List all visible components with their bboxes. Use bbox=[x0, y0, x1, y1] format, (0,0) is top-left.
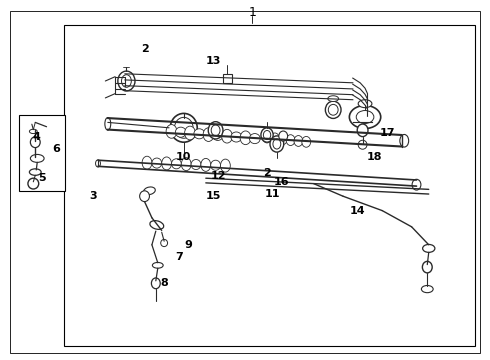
Ellipse shape bbox=[358, 140, 367, 149]
Text: 12: 12 bbox=[210, 171, 226, 181]
Ellipse shape bbox=[201, 158, 211, 171]
Ellipse shape bbox=[166, 125, 177, 138]
Ellipse shape bbox=[357, 124, 368, 136]
Text: 2: 2 bbox=[263, 168, 271, 178]
Text: 15: 15 bbox=[205, 191, 221, 201]
Ellipse shape bbox=[270, 136, 284, 152]
Text: 10: 10 bbox=[176, 152, 192, 162]
Ellipse shape bbox=[171, 113, 197, 142]
Ellipse shape bbox=[28, 178, 39, 189]
Circle shape bbox=[349, 105, 381, 129]
Ellipse shape bbox=[279, 131, 288, 141]
Text: 11: 11 bbox=[264, 189, 280, 199]
Ellipse shape bbox=[185, 126, 196, 140]
Ellipse shape bbox=[278, 134, 287, 145]
Ellipse shape bbox=[261, 128, 273, 142]
Text: 9: 9 bbox=[185, 240, 193, 250]
Ellipse shape bbox=[152, 262, 163, 268]
Ellipse shape bbox=[422, 244, 435, 252]
Bar bbox=[223, 74, 232, 83]
Text: 18: 18 bbox=[367, 152, 383, 162]
Ellipse shape bbox=[286, 135, 295, 145]
Text: 3: 3 bbox=[89, 191, 97, 201]
Text: 7: 7 bbox=[175, 252, 183, 262]
Ellipse shape bbox=[203, 128, 214, 141]
Text: 4: 4 bbox=[33, 132, 41, 142]
Ellipse shape bbox=[221, 129, 232, 143]
Ellipse shape bbox=[144, 187, 155, 195]
Text: 2: 2 bbox=[141, 44, 148, 54]
Ellipse shape bbox=[152, 158, 162, 168]
Ellipse shape bbox=[122, 75, 131, 87]
Ellipse shape bbox=[328, 104, 338, 115]
Ellipse shape bbox=[105, 117, 111, 130]
Ellipse shape bbox=[211, 125, 220, 136]
Ellipse shape bbox=[161, 239, 168, 247]
Ellipse shape bbox=[142, 156, 152, 169]
Ellipse shape bbox=[29, 129, 37, 134]
Text: 17: 17 bbox=[379, 128, 395, 138]
Ellipse shape bbox=[172, 159, 181, 169]
Ellipse shape bbox=[175, 127, 186, 137]
Ellipse shape bbox=[294, 136, 303, 147]
Ellipse shape bbox=[212, 130, 223, 140]
Ellipse shape bbox=[358, 100, 372, 108]
Ellipse shape bbox=[412, 179, 421, 190]
Ellipse shape bbox=[118, 71, 135, 91]
Text: 6: 6 bbox=[52, 144, 60, 154]
Ellipse shape bbox=[249, 134, 260, 144]
Ellipse shape bbox=[264, 130, 271, 139]
Ellipse shape bbox=[162, 157, 172, 170]
Ellipse shape bbox=[30, 137, 40, 148]
Text: 14: 14 bbox=[350, 206, 366, 216]
Ellipse shape bbox=[174, 117, 193, 138]
Ellipse shape bbox=[150, 221, 164, 229]
Ellipse shape bbox=[421, 285, 433, 293]
Text: 1: 1 bbox=[248, 6, 256, 19]
Ellipse shape bbox=[273, 139, 281, 149]
Bar bbox=[19, 115, 65, 191]
Ellipse shape bbox=[422, 261, 432, 273]
Ellipse shape bbox=[231, 132, 242, 142]
Text: 5: 5 bbox=[38, 173, 46, 183]
Ellipse shape bbox=[220, 159, 230, 172]
Text: 13: 13 bbox=[205, 56, 221, 66]
Text: 16: 16 bbox=[274, 177, 290, 187]
Ellipse shape bbox=[194, 129, 205, 139]
Ellipse shape bbox=[211, 160, 220, 170]
Ellipse shape bbox=[270, 133, 279, 144]
Ellipse shape bbox=[191, 159, 201, 170]
Circle shape bbox=[356, 111, 374, 123]
Bar bbox=[64, 25, 475, 346]
Ellipse shape bbox=[400, 134, 409, 147]
Ellipse shape bbox=[140, 191, 149, 202]
Ellipse shape bbox=[29, 169, 41, 175]
Ellipse shape bbox=[302, 136, 311, 147]
Text: 8: 8 bbox=[160, 278, 168, 288]
Ellipse shape bbox=[240, 131, 251, 145]
Ellipse shape bbox=[328, 96, 339, 102]
Ellipse shape bbox=[325, 101, 341, 118]
Ellipse shape bbox=[96, 160, 100, 167]
Ellipse shape bbox=[263, 132, 271, 143]
Ellipse shape bbox=[181, 158, 191, 171]
Ellipse shape bbox=[30, 154, 44, 162]
Ellipse shape bbox=[151, 278, 160, 289]
Ellipse shape bbox=[208, 122, 223, 139]
